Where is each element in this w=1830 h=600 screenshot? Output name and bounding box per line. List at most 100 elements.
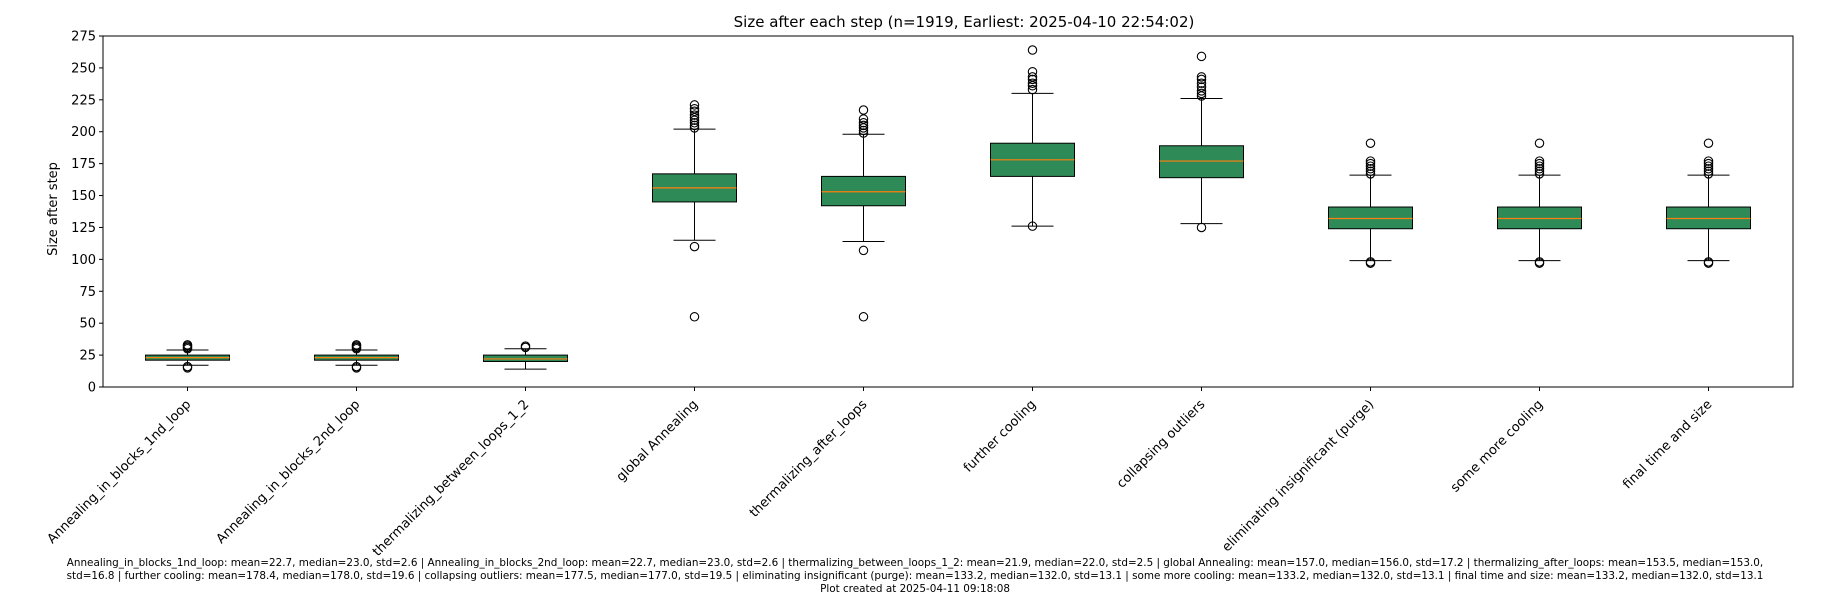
box-group: further cooling (961, 45, 1075, 476)
box-group: eliminating insignificant (purge) (1220, 138, 1413, 555)
outlier-point (1365, 156, 1376, 166)
outlier-point (1027, 66, 1038, 77)
iqr-box (483, 354, 568, 362)
x-tick-label: some more cooling (1448, 397, 1546, 495)
x-tick-label: collapsing outliers (1114, 397, 1208, 491)
box-group: collapsing outliers (1114, 51, 1244, 491)
outlier-point (1534, 138, 1545, 148)
outlier-point (1703, 163, 1714, 174)
summary-statistics-line-1: Annealing_in_blocks_1nd_loop: mean=22.7,… (66, 557, 1764, 569)
outlier-point (1365, 138, 1376, 148)
x-tick-label: eliminating insignificant (purge) (1220, 397, 1378, 555)
outlier-point (1365, 158, 1376, 169)
y-tick-label: 275 (71, 30, 96, 45)
plot-created-timestamp: Plot created at 2025-04-11 09:18:08 (820, 583, 1010, 595)
outlier-point (1365, 163, 1376, 174)
outlier-point (182, 361, 193, 372)
outlier-point (1534, 156, 1545, 166)
outlier-point (689, 118, 700, 128)
chart-title: Size after each step (n=1919, Earliest: … (734, 13, 1195, 31)
y-axis-label: Size after step (46, 162, 61, 256)
outlier-point (1196, 51, 1207, 62)
outlier-point (858, 312, 869, 322)
outlier-point (1703, 161, 1714, 171)
outlier-point (1703, 166, 1714, 177)
outlier-point (1534, 257, 1545, 267)
y-tick-label: 250 (71, 61, 96, 76)
x-tick-label: thermalizing_between_loops_1_2 (370, 397, 532, 559)
outlier-point (858, 125, 869, 136)
outlier-point (689, 120, 700, 131)
outlier-point (1534, 163, 1545, 174)
outlier-point (1703, 156, 1714, 166)
outlier-point (689, 241, 700, 252)
outlier-point (1365, 257, 1376, 267)
outlier-point (1027, 84, 1038, 95)
outlier-point (1027, 221, 1038, 231)
box-group: some more cooling (1448, 138, 1582, 496)
x-tick-label: final time and size (1620, 397, 1715, 492)
outlier-point (858, 120, 869, 131)
summary-statistics-line-2: std=16.8 | further cooling: mean=178.4, … (66, 570, 1764, 582)
outlier-point (689, 312, 700, 322)
outlier-point (1365, 166, 1376, 177)
y-tick-label: 0 (88, 381, 96, 396)
iqr-box (1159, 145, 1244, 179)
outlier-point (1196, 72, 1207, 82)
box-group: thermalizing_between_loops_1_2 (370, 341, 568, 560)
y-tick-label: 200 (71, 125, 96, 140)
outlier-point (1196, 74, 1207, 85)
outlier-point (858, 105, 869, 115)
outlier-point (1703, 257, 1714, 267)
x-tick-label: thermalizing_after_loops (747, 397, 871, 521)
box-group: Annealing_in_blocks_1nd_loop (45, 340, 230, 547)
box-group: global Annealing (614, 100, 737, 485)
outlier-point (1196, 82, 1207, 92)
outlier-point (1027, 78, 1038, 88)
outlier-point (1196, 86, 1207, 96)
outlier-point (858, 128, 869, 138)
outlier-point (351, 361, 362, 372)
outlier-point (1365, 161, 1376, 171)
box-group: thermalizing_after_loops (747, 105, 906, 521)
plot-frame (102, 35, 1794, 388)
x-tick-label: Annealing_in_blocks_1nd_loop (45, 397, 195, 547)
outlier-point (1196, 222, 1207, 233)
outlier-point (1534, 169, 1545, 179)
y-tick-label: 125 (71, 221, 96, 236)
outlier-point (1703, 138, 1714, 148)
plot-area: 0 25 50 75 100 125 150 175 200 225 250 275 Annealing… (45, 30, 1794, 560)
outlier-point (689, 123, 700, 133)
box-group: Annealing_in_blocks_2nd_loop (214, 340, 399, 547)
outlier-point (1534, 158, 1545, 169)
outlier-point (1534, 166, 1545, 177)
outlier-point (689, 110, 700, 120)
outlier-point (1703, 158, 1714, 169)
iqr-box (821, 175, 906, 207)
y-tick-label: 175 (71, 157, 96, 172)
outlier-point (689, 106, 700, 117)
outlier-point (858, 245, 869, 256)
outlier-point (1196, 88, 1207, 99)
outlier-point (858, 118, 869, 128)
outlier-point (520, 341, 531, 351)
outlier-point (689, 100, 700, 110)
outlier-point (351, 340, 362, 350)
outlier-point (689, 104, 700, 114)
x-tick-label: further cooling (961, 397, 1039, 475)
outlier-point (1027, 45, 1038, 55)
y-tick-label: 25 (79, 349, 96, 364)
iqr-box (1666, 206, 1751, 230)
box-group: final time and size (1620, 138, 1751, 492)
y-tick-label: 100 (71, 253, 96, 268)
x-tick-label: global Annealing (614, 397, 702, 485)
outlier-point (1365, 169, 1376, 179)
outlier-point (1027, 74, 1038, 85)
iqr-box (1497, 206, 1582, 230)
outlier-point (1027, 72, 1038, 82)
summary-statistics: Annealing_in_blocks_1nd_loop: mean=22.7,… (0, 557, 1830, 583)
x-tick-label: Annealing_in_blocks_2nd_loop (214, 397, 364, 547)
outlier-point (182, 340, 193, 350)
outlier-point (1534, 161, 1545, 171)
